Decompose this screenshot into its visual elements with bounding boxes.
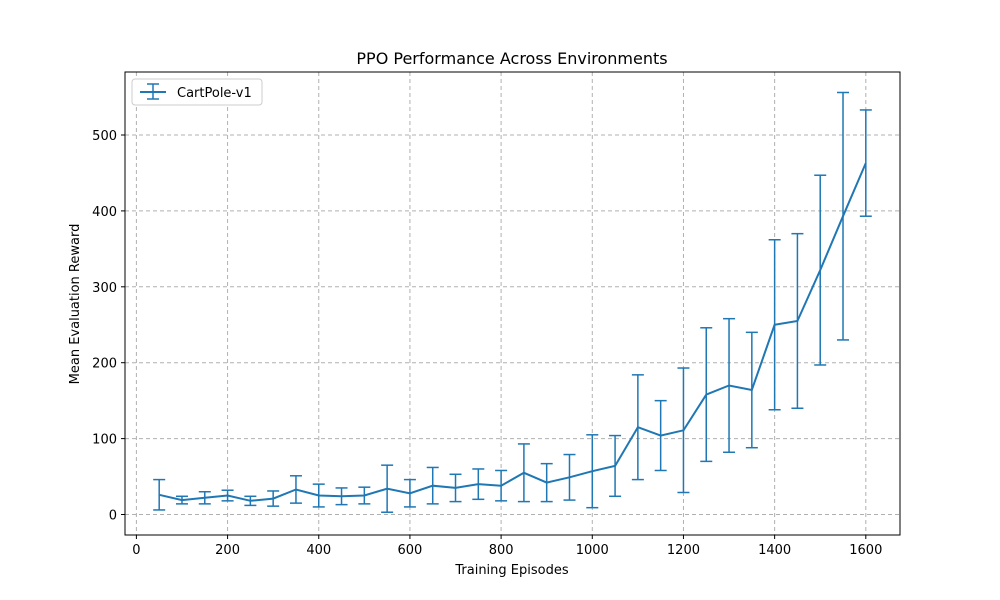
chart-title: PPO Performance Across Environments bbox=[356, 49, 667, 68]
y-tick-label: 100 bbox=[92, 433, 117, 448]
x-tick-label: 0 bbox=[132, 543, 140, 558]
axis-ticks: 0 200 400 600 800 1000 1200 1400 1600 0 100 200 300 4… bbox=[92, 129, 882, 558]
x-tick-label: 1600 bbox=[849, 543, 882, 558]
x-tick-label: 600 bbox=[398, 543, 423, 558]
grid bbox=[125, 72, 900, 535]
series-layer bbox=[153, 91, 872, 513]
y-tick-label: 500 bbox=[92, 129, 117, 144]
legend-label: CartPole-v1 bbox=[177, 86, 252, 101]
x-tick-label: 1000 bbox=[576, 543, 609, 558]
y-axis-label: Mean Evaluation Reward bbox=[68, 224, 83, 385]
y-tick-label: 400 bbox=[92, 205, 117, 220]
x-tick-label: 1200 bbox=[667, 543, 700, 558]
x-tick-label: 800 bbox=[489, 543, 514, 558]
legend-marker bbox=[140, 83, 166, 100]
y-tick-label: 0 bbox=[109, 509, 117, 524]
x-tick-label: 400 bbox=[306, 543, 331, 558]
x-tick-label: 1400 bbox=[758, 543, 791, 558]
legend: CartPole-v1 bbox=[131, 78, 263, 106]
legend-box bbox=[131, 78, 263, 106]
y-tick-label: 200 bbox=[92, 357, 117, 372]
plot-frame bbox=[124, 71, 901, 536]
x-axis-label: Training Episodes bbox=[454, 563, 568, 578]
y-tick-label: 300 bbox=[92, 281, 117, 296]
series-line bbox=[158, 162, 867, 502]
x-tick-label: 200 bbox=[215, 543, 240, 558]
